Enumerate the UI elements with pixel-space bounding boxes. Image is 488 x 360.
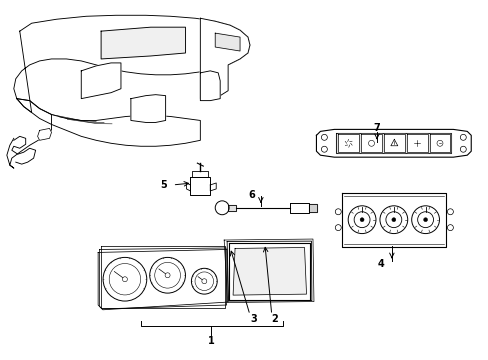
Circle shape bbox=[191, 268, 217, 294]
Circle shape bbox=[459, 134, 466, 140]
Polygon shape bbox=[228, 205, 236, 211]
Circle shape bbox=[353, 212, 369, 228]
Polygon shape bbox=[383, 134, 404, 152]
Text: 1: 1 bbox=[207, 336, 214, 346]
Circle shape bbox=[359, 218, 364, 222]
Text: 5: 5 bbox=[160, 180, 167, 190]
Circle shape bbox=[417, 212, 433, 228]
Circle shape bbox=[447, 225, 452, 231]
Polygon shape bbox=[233, 247, 306, 295]
Circle shape bbox=[411, 206, 439, 234]
Polygon shape bbox=[131, 95, 165, 122]
Circle shape bbox=[154, 262, 180, 288]
Polygon shape bbox=[428, 134, 449, 152]
Polygon shape bbox=[14, 15, 249, 113]
Text: 4: 4 bbox=[377, 259, 384, 269]
Circle shape bbox=[368, 140, 374, 146]
Circle shape bbox=[423, 218, 427, 222]
Circle shape bbox=[391, 218, 395, 222]
Polygon shape bbox=[316, 129, 470, 157]
Circle shape bbox=[321, 146, 326, 152]
Polygon shape bbox=[390, 139, 397, 146]
Polygon shape bbox=[229, 243, 310, 300]
Circle shape bbox=[202, 279, 206, 284]
Polygon shape bbox=[210, 183, 216, 191]
Polygon shape bbox=[338, 134, 358, 152]
Circle shape bbox=[459, 146, 466, 152]
Circle shape bbox=[109, 264, 141, 295]
Polygon shape bbox=[342, 193, 446, 247]
Circle shape bbox=[103, 257, 146, 301]
Polygon shape bbox=[360, 134, 381, 152]
Circle shape bbox=[149, 257, 185, 293]
Polygon shape bbox=[17, 99, 200, 146]
Polygon shape bbox=[192, 171, 208, 177]
Text: 7: 7 bbox=[373, 123, 380, 134]
Circle shape bbox=[436, 140, 442, 146]
Polygon shape bbox=[289, 203, 309, 213]
Circle shape bbox=[122, 277, 127, 282]
Polygon shape bbox=[215, 33, 240, 51]
Polygon shape bbox=[309, 204, 317, 212]
Polygon shape bbox=[200, 71, 220, 100]
Polygon shape bbox=[101, 27, 185, 59]
Circle shape bbox=[165, 273, 170, 278]
Polygon shape bbox=[81, 63, 121, 99]
Circle shape bbox=[379, 206, 407, 234]
Circle shape bbox=[385, 212, 401, 228]
Circle shape bbox=[335, 209, 341, 215]
Polygon shape bbox=[101, 247, 224, 308]
Polygon shape bbox=[200, 18, 249, 99]
Circle shape bbox=[321, 134, 326, 140]
Circle shape bbox=[447, 209, 452, 215]
Circle shape bbox=[347, 206, 375, 234]
Circle shape bbox=[195, 272, 213, 291]
Polygon shape bbox=[406, 134, 427, 152]
Text: 3: 3 bbox=[250, 314, 257, 324]
Polygon shape bbox=[186, 183, 190, 191]
Text: 2: 2 bbox=[271, 314, 278, 324]
Polygon shape bbox=[336, 133, 450, 153]
Text: 6: 6 bbox=[248, 190, 255, 200]
Polygon shape bbox=[190, 177, 210, 195]
Polygon shape bbox=[38, 129, 51, 140]
Circle shape bbox=[215, 201, 229, 215]
Circle shape bbox=[335, 225, 341, 231]
